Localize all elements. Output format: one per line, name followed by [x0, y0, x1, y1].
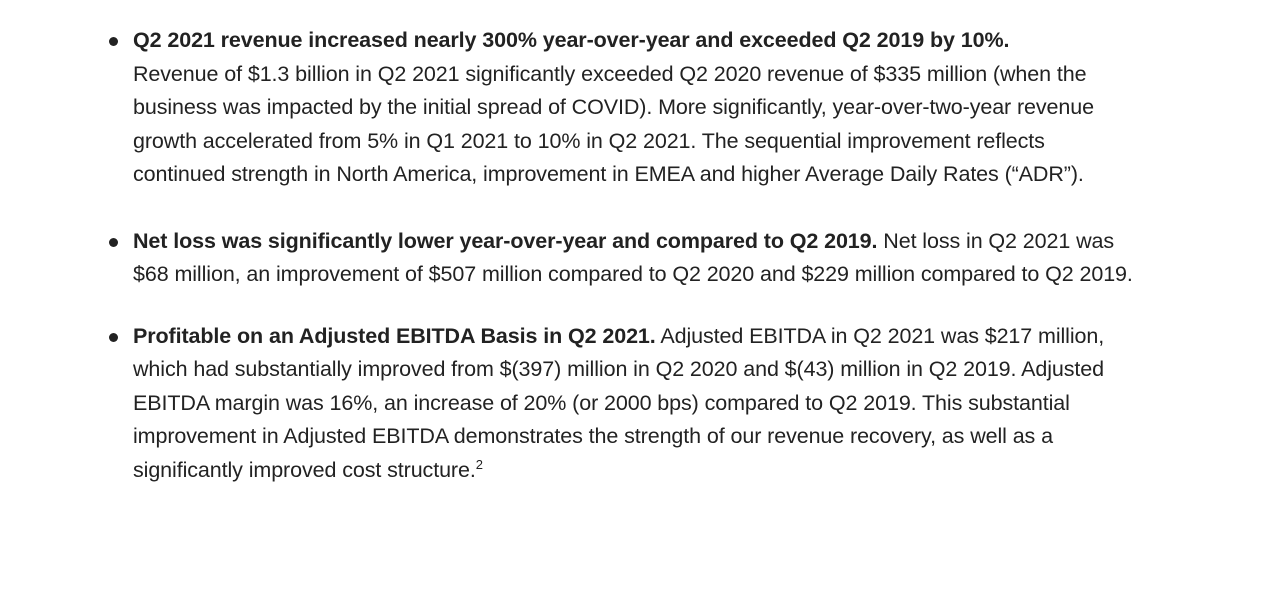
list-item: Profitable on an Adjusted EBITDA Basis i… — [0, 320, 1286, 488]
bullet-lead: Net loss was significantly lower year-ov… — [133, 228, 878, 253]
footnote-marker[interactable]: 2 — [475, 456, 483, 472]
list-item: Q2 2021 revenue increased nearly 300% ye… — [0, 24, 1286, 192]
bullet-lead: Profitable on an Adjusted EBITDA Basis i… — [133, 323, 656, 348]
bullet-body: Net loss in Q2 2021 was $68 million, an … — [133, 228, 1133, 287]
bullet-icon — [109, 237, 118, 247]
bullet-icon — [109, 37, 118, 46]
bullet-lead: Q2 2021 revenue increased nearly 300% ye… — [133, 28, 1010, 52]
list-item: Net loss was significantly lower year-ov… — [0, 225, 1286, 292]
bullet-body: Adjusted EBITDA in Q2 2021 was $217 mill… — [133, 323, 1105, 482]
highlights-list: Q2 2021 revenue increased nearly 300% ye… — [0, 24, 1286, 487]
bullet-body: Revenue of $1.3 billion in Q2 2021 signi… — [133, 61, 1094, 187]
bullet-icon — [109, 332, 118, 342]
